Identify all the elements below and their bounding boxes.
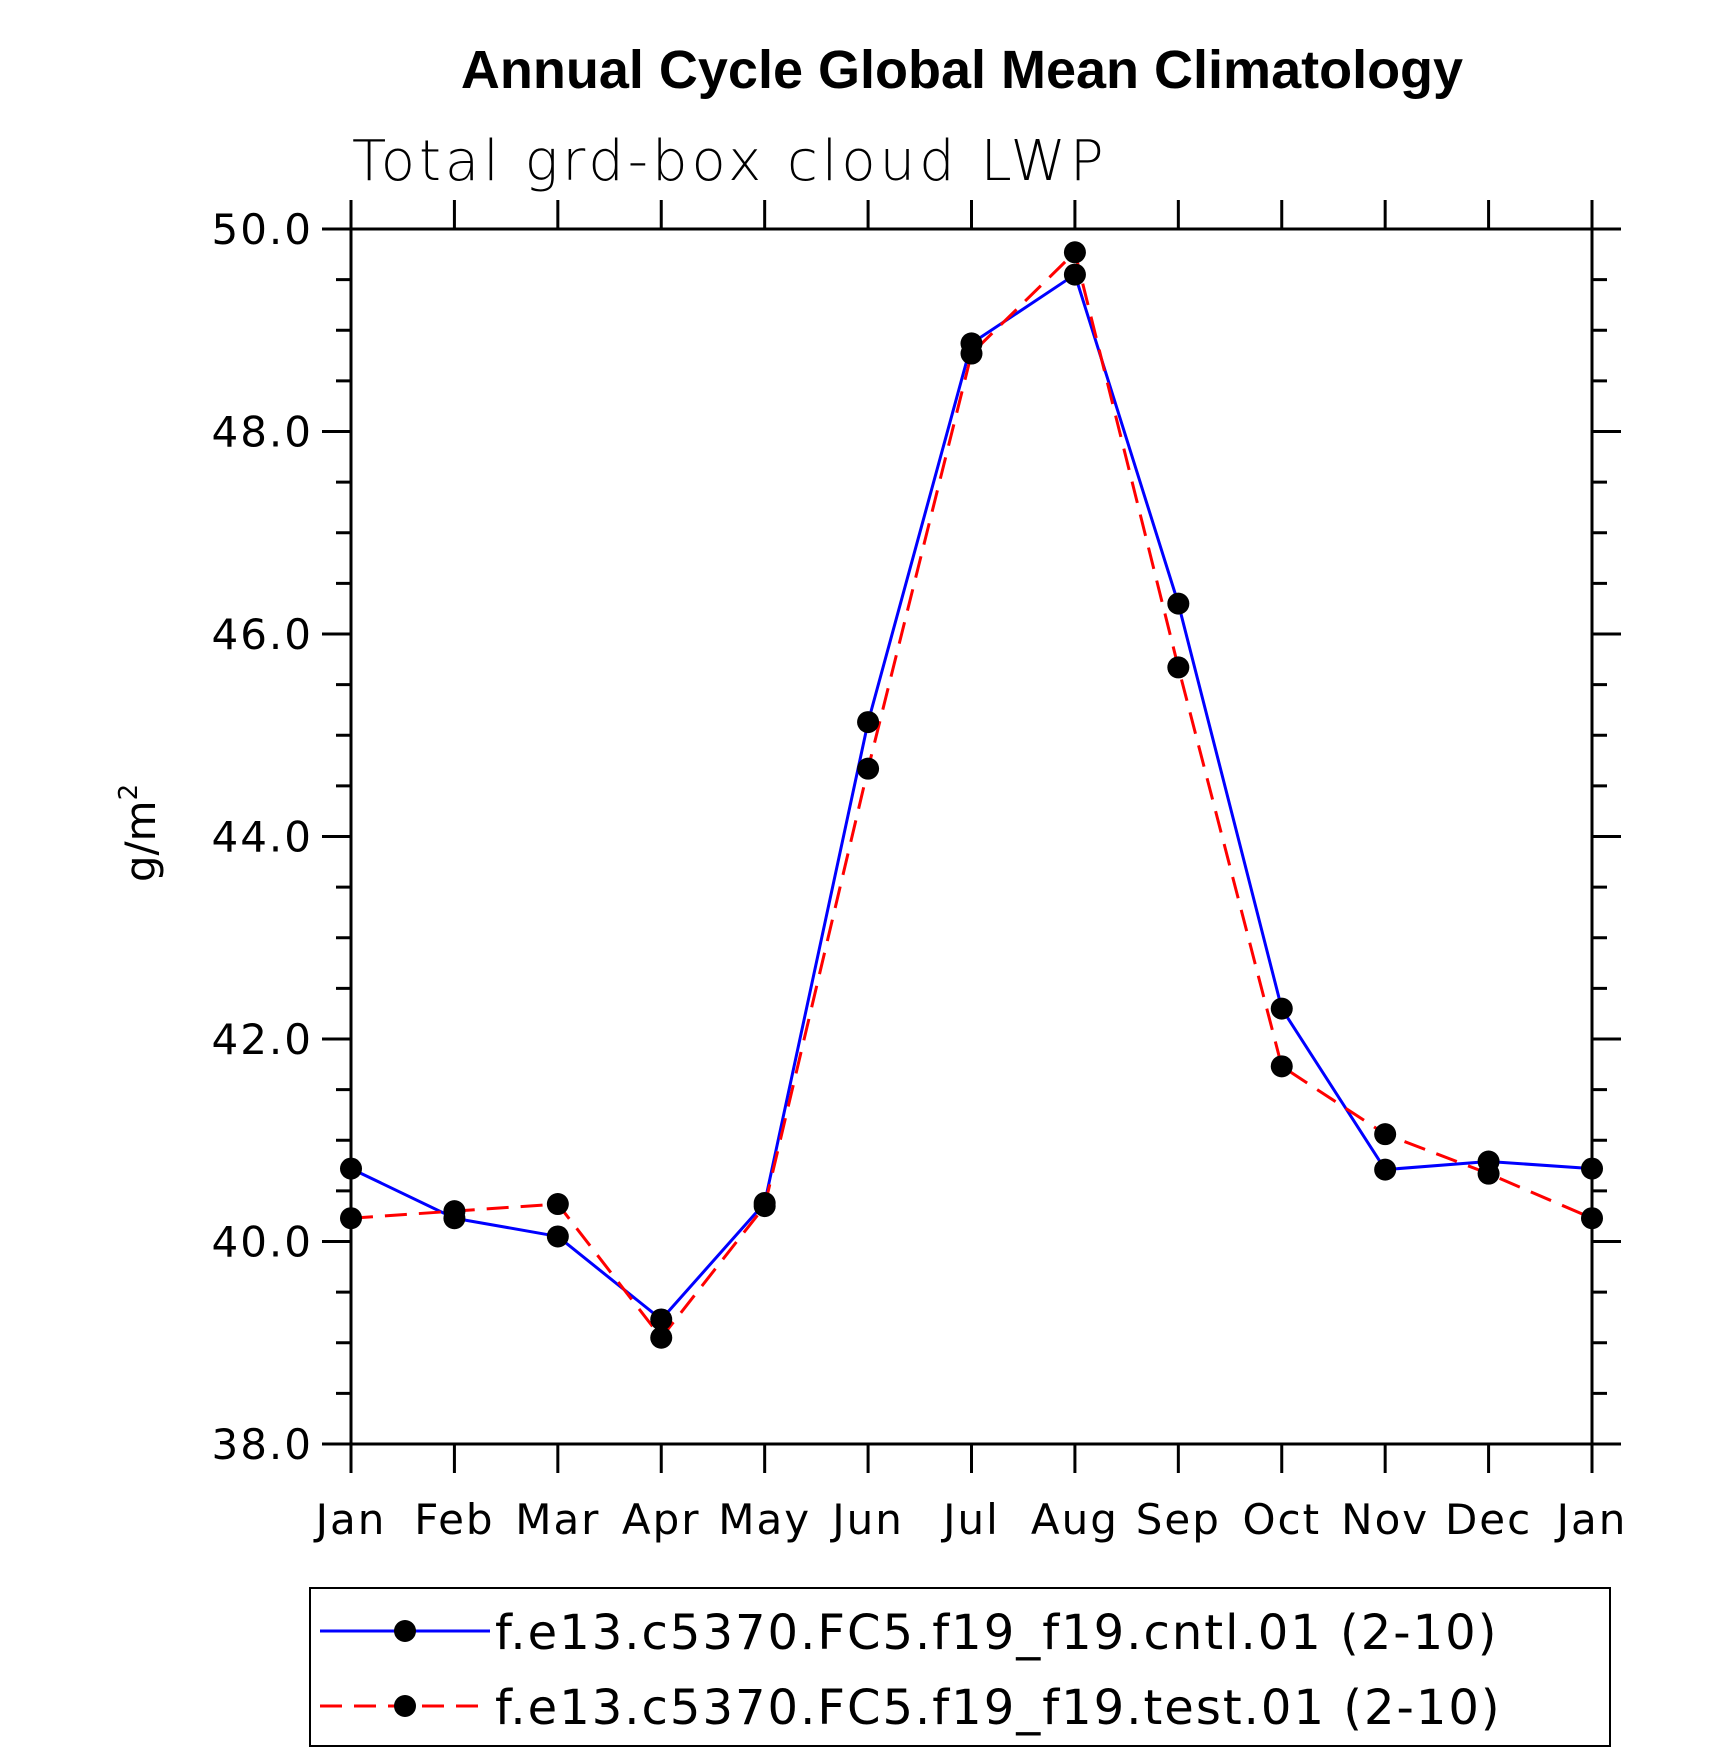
x-tick-label: Aug bbox=[1031, 1495, 1119, 1544]
data-point-test bbox=[1581, 1207, 1603, 1230]
data-point-cntl bbox=[1167, 592, 1190, 615]
y-tick-label: 42.0 bbox=[211, 1015, 313, 1064]
plot-frame bbox=[349, 227, 1594, 1446]
data-point-test bbox=[753, 1195, 776, 1218]
data-point-cntl bbox=[1063, 263, 1086, 286]
x-tick-label: Jul bbox=[940, 1495, 1000, 1544]
data-point-cntl bbox=[650, 1308, 673, 1331]
data-point-test bbox=[340, 1207, 362, 1230]
legend-label-cntl: f.e13.c5370.FC5.f19_f19.cntl.01 (2-10) bbox=[495, 1605, 1498, 1661]
x-tick-label: May bbox=[718, 1495, 811, 1544]
y-tick-label: 48.0 bbox=[211, 408, 313, 457]
data-point-test bbox=[546, 1193, 569, 1216]
data-point-test bbox=[1167, 656, 1190, 679]
legend-label-test: f.e13.c5370.FC5.f19_f19.test.01 (2-10) bbox=[495, 1680, 1502, 1736]
legend-marker-test bbox=[394, 1695, 416, 1717]
y-tick-label: 50.0 bbox=[211, 205, 313, 254]
y-axis-label-text: g/m bbox=[116, 800, 165, 882]
chart-subtitle: Total grd-box cloud LWP bbox=[352, 129, 1108, 194]
legend: f.e13.c5370.FC5.f19_f19.cntl.01 (2-10) f… bbox=[309, 1587, 1611, 1747]
data-point-test bbox=[1270, 1055, 1293, 1078]
data-point-cntl bbox=[1581, 1157, 1603, 1180]
x-tick-label: Mar bbox=[515, 1495, 600, 1544]
x-tick-label: Oct bbox=[1242, 1495, 1321, 1544]
data-point-test bbox=[960, 342, 983, 365]
series-line-cntl bbox=[350, 273, 1593, 1321]
y-axis-label-superscript: 2 bbox=[114, 784, 144, 801]
data-point-test bbox=[443, 1200, 466, 1223]
series-line-test bbox=[350, 250, 1593, 1340]
legend-box bbox=[309, 1587, 1611, 1747]
x-tick-label: Feb bbox=[414, 1495, 494, 1544]
x-tick-label: Dec bbox=[1445, 1495, 1532, 1544]
x-tick-label: Jan bbox=[313, 1495, 387, 1544]
x-tick-label: Nov bbox=[1341, 1495, 1429, 1544]
x-tick-label: Sep bbox=[1136, 1495, 1221, 1544]
data-point-cntl bbox=[1374, 1158, 1397, 1181]
x-tick-label: Jan bbox=[1554, 1495, 1628, 1544]
svg-text:g/m2: g/m2 bbox=[114, 784, 165, 882]
tick-labels: Jan Feb Mar Apr May Jun Jul Aug Sep Oct Nov Dec Jan3… bbox=[211, 205, 1628, 1544]
data-point-test bbox=[1063, 241, 1086, 264]
data-point-cntl bbox=[1270, 997, 1293, 1020]
data-point-test bbox=[650, 1326, 673, 1349]
axes bbox=[322, 200, 1621, 1473]
series-layer bbox=[340, 241, 1603, 1349]
data-point-cntl bbox=[546, 1225, 569, 1248]
y-tick-label: 46.0 bbox=[211, 610, 313, 659]
y-tick-label: 44.0 bbox=[211, 813, 313, 862]
data-point-cntl bbox=[340, 1157, 362, 1180]
legend-marker-cntl bbox=[394, 1620, 416, 1642]
data-point-test bbox=[1477, 1162, 1500, 1185]
y-axis-label: g/m2 bbox=[114, 784, 165, 882]
x-tick-label: Jun bbox=[829, 1495, 904, 1544]
x-tick-label: Apr bbox=[622, 1495, 701, 1544]
data-point-test bbox=[1374, 1123, 1397, 1146]
chart-title: Annual Cycle Global Mean Climatology bbox=[461, 40, 1463, 100]
y-tick-label: 38.0 bbox=[211, 1420, 313, 1469]
data-point-test bbox=[857, 757, 880, 780]
y-tick-label: 40.0 bbox=[211, 1218, 313, 1267]
data-point-cntl bbox=[857, 711, 880, 734]
